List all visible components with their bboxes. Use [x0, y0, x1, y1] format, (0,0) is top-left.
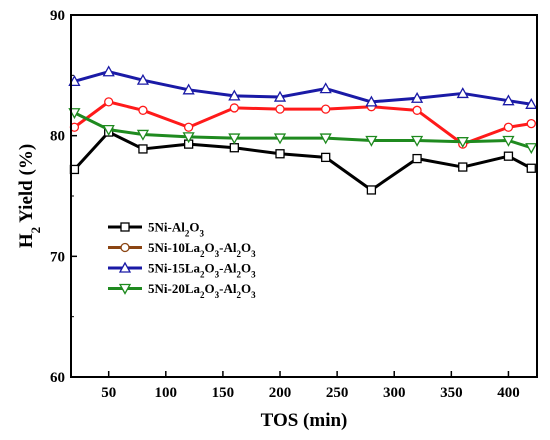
legend-label: 5Ni-15La2O3-Al2O3: [148, 261, 256, 280]
data-point: [456, 137, 469, 149]
data-point: [104, 97, 114, 107]
data-point: [229, 103, 239, 113]
y-axis-title-sub: 2: [28, 227, 43, 234]
data-point: [526, 118, 536, 129]
series-line: [73, 111, 532, 150]
data-point: [526, 163, 536, 173]
legend-entry: 5Ni-15La2O3-Al2O3: [108, 261, 256, 280]
x-tick-label: 300: [383, 385, 406, 401]
data-point: [366, 185, 377, 195]
x-tick-label: 400: [497, 385, 520, 401]
data-point: [458, 162, 468, 172]
x-axis-title: TOS (min): [261, 410, 348, 431]
y-tick-label: 90: [50, 8, 65, 24]
data-point: [136, 129, 150, 141]
data-point: [273, 133, 287, 145]
x-tick-label: 150: [212, 385, 235, 401]
data-point: [229, 143, 239, 153]
legend-swatch-marker: [118, 261, 132, 273]
data-point: [410, 135, 424, 147]
data-point: [319, 133, 332, 145]
data-point: [525, 97, 538, 109]
series-line: [74, 70, 532, 106]
data-point: [138, 105, 148, 115]
legend-swatch-marker: [120, 222, 130, 232]
data-point: [273, 90, 287, 102]
data-point: [412, 105, 422, 115]
legend-label: 5Ni-20La2O3-Al2O3: [148, 281, 256, 300]
legend-swatch-marker: [118, 283, 132, 295]
series-3: [68, 65, 538, 109]
data-point: [275, 104, 285, 114]
data-point: [502, 135, 515, 147]
legend-entry: 5Ni-10La2O3-Al2O3: [108, 240, 256, 259]
legend-swatch-marker: [120, 242, 130, 253]
data-point: [319, 82, 332, 94]
x-tick-label: 100: [155, 385, 178, 401]
y-axis-title: H2 Yield (%): [16, 144, 43, 248]
data-point: [365, 135, 378, 147]
legend-entry: 5Ni-Al2O3: [108, 220, 204, 239]
series-layer: [68, 65, 538, 195]
y-axis-title-rest: Yield (%): [16, 144, 37, 227]
data-point: [502, 94, 515, 106]
data-point: [503, 122, 514, 132]
legend-label: 5Ni-Al2O3: [148, 220, 204, 239]
data-point: [365, 95, 378, 107]
y-axis-title-main: H: [16, 233, 37, 248]
series-1: [69, 127, 536, 195]
data-point: [321, 104, 331, 114]
legend-entry: 5Ni-20La2O3-Al2O3: [108, 281, 256, 300]
data-point: [182, 132, 195, 144]
series-4: [68, 108, 538, 155]
data-point: [136, 73, 150, 85]
x-tick-label: 350: [440, 385, 463, 401]
data-point: [503, 151, 514, 161]
data-point: [410, 91, 424, 103]
y-tick-label: 60: [50, 370, 65, 386]
data-point: [102, 124, 115, 136]
x-tick-label: 200: [269, 385, 292, 401]
data-point: [102, 65, 115, 77]
data-point: [228, 89, 241, 101]
data-point: [525, 143, 538, 155]
x-tick-label: 250: [326, 385, 349, 401]
y-tick-label: 80: [50, 129, 65, 145]
series-line: [73, 130, 532, 192]
data-point: [412, 153, 422, 164]
data-point: [182, 83, 195, 95]
data-point: [183, 122, 194, 132]
data-point: [138, 144, 148, 154]
data-point: [456, 87, 469, 99]
data-point: [321, 152, 331, 163]
data-point: [228, 133, 241, 145]
x-tick-label: 50: [101, 385, 116, 401]
ticks-layer: 50 100 150 200 250 300 350 400 60 70 80 90: [50, 8, 520, 401]
plot-frame: [70, 14, 538, 378]
legend-label: 5Ni-10La2O3-Al2O3: [148, 240, 256, 259]
y-tick-label: 70: [50, 249, 65, 265]
data-point: [275, 149, 285, 159]
